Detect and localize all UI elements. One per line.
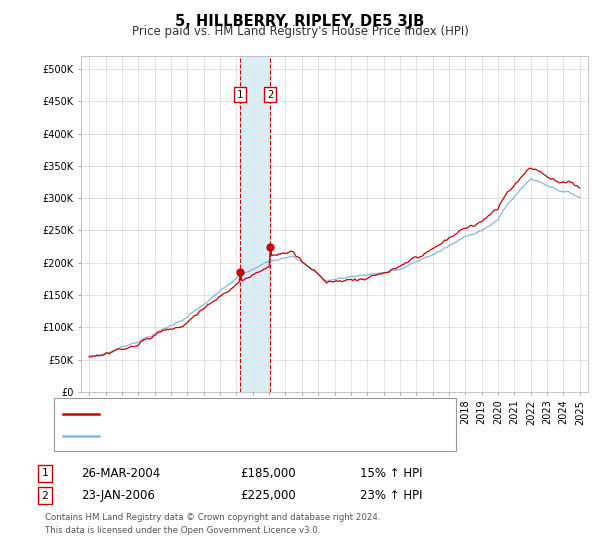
Text: 26-MAR-2004: 26-MAR-2004 — [81, 466, 160, 480]
Text: £185,000: £185,000 — [240, 466, 296, 480]
Text: 2: 2 — [267, 90, 273, 100]
Text: Contains HM Land Registry data © Crown copyright and database right 2024.: Contains HM Land Registry data © Crown c… — [45, 514, 380, 522]
Text: This data is licensed under the Open Government Licence v3.0.: This data is licensed under the Open Gov… — [45, 526, 320, 535]
Text: 1: 1 — [41, 468, 49, 478]
Bar — [240, 56, 270, 392]
Text: 2: 2 — [41, 491, 49, 501]
Text: 1: 1 — [237, 90, 243, 100]
Text: 23-JAN-2006: 23-JAN-2006 — [81, 489, 155, 502]
Text: £225,000: £225,000 — [240, 489, 296, 502]
Text: 5, HILLBERRY, RIPLEY, DE5 3JB: 5, HILLBERRY, RIPLEY, DE5 3JB — [175, 14, 425, 29]
Text: 5, HILLBERRY, RIPLEY, DE5 3JB (detached house): 5, HILLBERRY, RIPLEY, DE5 3JB (detached … — [105, 409, 377, 418]
Text: 23% ↑ HPI: 23% ↑ HPI — [360, 489, 422, 502]
Text: 15% ↑ HPI: 15% ↑ HPI — [360, 466, 422, 480]
Text: HPI: Average price, detached house, Amber Valley: HPI: Average price, detached house, Ambe… — [105, 431, 385, 441]
Text: Price paid vs. HM Land Registry's House Price Index (HPI): Price paid vs. HM Land Registry's House … — [131, 25, 469, 38]
